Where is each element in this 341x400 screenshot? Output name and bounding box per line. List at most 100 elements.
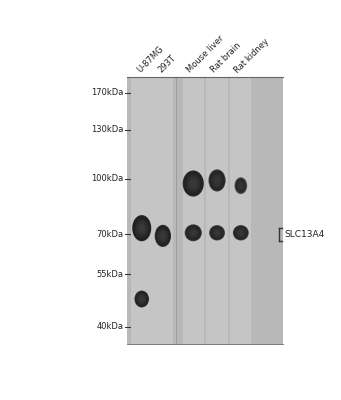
Ellipse shape <box>235 177 247 194</box>
Ellipse shape <box>239 232 242 234</box>
Text: U-87MG: U-87MG <box>135 45 165 75</box>
Ellipse shape <box>135 291 148 307</box>
Ellipse shape <box>209 170 225 191</box>
Ellipse shape <box>214 177 220 184</box>
Text: 55kDa: 55kDa <box>96 270 123 279</box>
Ellipse shape <box>189 228 197 237</box>
Ellipse shape <box>239 183 243 188</box>
Ellipse shape <box>238 182 243 189</box>
Ellipse shape <box>215 231 219 235</box>
Ellipse shape <box>187 176 199 191</box>
Ellipse shape <box>236 179 246 193</box>
Ellipse shape <box>160 232 166 240</box>
Ellipse shape <box>162 234 164 238</box>
Ellipse shape <box>211 172 223 189</box>
Ellipse shape <box>135 220 148 237</box>
Ellipse shape <box>137 294 146 304</box>
Ellipse shape <box>237 229 245 237</box>
Ellipse shape <box>159 230 167 242</box>
Bar <box>152 77 174 344</box>
Ellipse shape <box>137 293 147 305</box>
Ellipse shape <box>235 227 247 238</box>
Ellipse shape <box>186 225 201 240</box>
Ellipse shape <box>214 230 220 235</box>
Ellipse shape <box>188 177 198 190</box>
Ellipse shape <box>234 226 248 239</box>
Ellipse shape <box>213 176 221 185</box>
Bar <box>131 77 152 344</box>
Bar <box>127 77 283 344</box>
Ellipse shape <box>139 296 144 302</box>
Ellipse shape <box>216 232 218 234</box>
Ellipse shape <box>138 295 145 303</box>
Ellipse shape <box>215 178 219 183</box>
Ellipse shape <box>139 296 145 302</box>
Ellipse shape <box>238 230 243 235</box>
Ellipse shape <box>140 298 143 300</box>
Ellipse shape <box>190 230 196 236</box>
Ellipse shape <box>212 228 222 238</box>
Ellipse shape <box>138 223 146 234</box>
Ellipse shape <box>236 228 246 238</box>
Ellipse shape <box>234 226 248 240</box>
Text: 293T: 293T <box>157 54 178 75</box>
Text: 100kDa: 100kDa <box>91 174 123 183</box>
Ellipse shape <box>136 292 148 306</box>
Ellipse shape <box>161 233 165 239</box>
Ellipse shape <box>237 180 245 191</box>
Text: 170kDa: 170kDa <box>91 88 123 97</box>
Text: 130kDa: 130kDa <box>91 125 123 134</box>
Ellipse shape <box>156 227 170 245</box>
Ellipse shape <box>209 225 225 240</box>
Bar <box>207 77 228 344</box>
Ellipse shape <box>140 226 143 230</box>
Ellipse shape <box>239 231 243 235</box>
Ellipse shape <box>213 175 221 186</box>
Ellipse shape <box>187 226 200 239</box>
Ellipse shape <box>134 217 150 239</box>
Ellipse shape <box>208 169 226 192</box>
Ellipse shape <box>186 175 200 192</box>
Ellipse shape <box>192 181 195 186</box>
Ellipse shape <box>210 226 224 240</box>
Ellipse shape <box>211 173 223 188</box>
Ellipse shape <box>237 181 244 191</box>
Ellipse shape <box>155 226 170 246</box>
Ellipse shape <box>138 224 145 232</box>
Ellipse shape <box>186 174 201 193</box>
Ellipse shape <box>235 178 247 194</box>
Ellipse shape <box>191 231 195 235</box>
Ellipse shape <box>192 231 195 234</box>
Ellipse shape <box>136 293 147 305</box>
Ellipse shape <box>184 173 202 194</box>
Text: 40kDa: 40kDa <box>96 322 123 331</box>
Ellipse shape <box>133 216 150 240</box>
Ellipse shape <box>140 297 144 301</box>
Ellipse shape <box>155 225 171 247</box>
Ellipse shape <box>216 178 219 182</box>
Bar <box>230 77 251 344</box>
Ellipse shape <box>183 172 203 196</box>
Ellipse shape <box>136 220 147 236</box>
Ellipse shape <box>186 226 201 240</box>
Ellipse shape <box>183 170 204 197</box>
Text: Mouse liver: Mouse liver <box>185 34 225 75</box>
Ellipse shape <box>190 229 197 236</box>
Ellipse shape <box>185 224 202 241</box>
Ellipse shape <box>188 227 199 238</box>
Ellipse shape <box>211 227 223 238</box>
Ellipse shape <box>213 229 221 237</box>
Text: 70kDa: 70kDa <box>96 230 123 239</box>
Ellipse shape <box>236 179 246 192</box>
Ellipse shape <box>212 228 222 237</box>
Text: Rat kidney: Rat kidney <box>232 37 270 75</box>
Ellipse shape <box>137 222 147 235</box>
Text: Rat brain: Rat brain <box>209 41 242 75</box>
Ellipse shape <box>158 230 168 242</box>
Bar <box>183 77 204 344</box>
Ellipse shape <box>212 174 222 187</box>
Ellipse shape <box>238 230 244 236</box>
Ellipse shape <box>139 225 144 232</box>
Ellipse shape <box>239 184 242 188</box>
Ellipse shape <box>189 178 198 189</box>
